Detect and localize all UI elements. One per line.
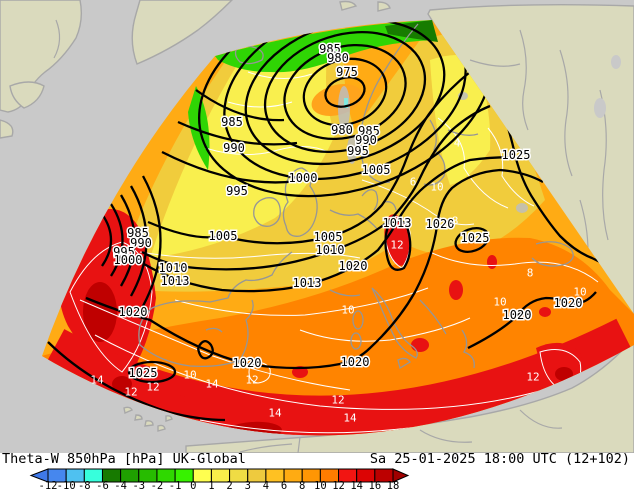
colorbar-tick-label: 2 [226,480,232,490]
colorbar-area: -12 -10 -8 -6 -4 -3 -2 -1 0 1 2 3 4 6 8 10 12 14 16 18 [0,466,634,492]
isobar-label: 985 [358,124,380,138]
isobar-label: 985 [319,42,341,56]
isobar-label: 1013 [383,216,412,230]
thetaw-label: 8 [452,215,459,228]
thetaw-label: 10 [493,296,506,309]
isobar-label: 990 [223,141,245,155]
colorbar-tick-label: -2 [151,480,164,490]
colorbar-tick-label: 14 [350,480,363,490]
canary-islands [123,406,173,432]
footer: Theta-W 850hPa [hPa] UK-Global Sa 25-01-… [0,451,634,467]
colorbar-tick-label: 8 [299,480,305,490]
thetaw-label: 10 [430,181,443,194]
isobar-label: 1013 [293,276,322,290]
colorbar-tick-label: -8 [78,480,91,490]
isobar-label: 995 [347,144,369,158]
thetaw-label: 4 [454,137,461,150]
colorbar-tick-label: -1 [169,480,182,490]
colorbar: -12 -10 -8 -6 -4 -3 -2 -1 0 1 2 3 4 6 8 10 12 14 16 18 [29,468,410,492]
chart-timestamp: Sa 25-01-2025 18:00 UTC (12+102) [369,451,630,467]
colorbar-tick-label: -12 [39,480,58,490]
colorbar-tick-label: 12 [332,480,345,490]
colorbar-tick-label: 10 [314,480,327,490]
thetaw-label: 12 [526,371,539,384]
colorbar-tick-label: 4 [263,480,269,490]
isobar-label: 1020 [503,308,532,322]
thetaw-label: 10 [341,304,354,317]
isobar-label: 1020 [233,356,262,370]
isobar-label: 1020 [119,305,148,319]
isobar-label: 990 [355,133,377,147]
colorbar-tick-label: 6 [281,480,287,490]
isobar-label: 1025 [129,366,158,380]
colorbar-tick-label: -10 [57,480,76,490]
isobar-label: 1000 [289,171,318,185]
thetaw-label: 10 [573,286,586,299]
isobar-label: 975 [336,65,358,79]
isobar-label: 995 [113,245,135,259]
isobar-label: 1020 [339,259,368,273]
isobar-label: 980 [327,51,349,65]
outside-lakes [594,55,621,118]
colorbar-segment [374,468,394,483]
thetaw-label: 10 [183,369,196,382]
colorbar-tick-label: 16 [369,480,382,490]
land-labrador [9,81,45,109]
thetaw-label: 12 [390,239,403,252]
colorbar-tick-label: 1 [208,480,214,490]
chart-title: Theta-W 850hPa [hPa] UK-Global [2,451,246,467]
isobar-label: 1025 [461,231,490,245]
thetaw-label: 12 [245,374,258,387]
colorbar-tick-label: -4 [114,480,127,490]
glacier-specks [337,66,353,132]
isobar-label: 985 [221,115,243,129]
colorbar-tick-label: -6 [96,480,109,490]
land-svalbard-2 [377,1,391,12]
isobar-label: 1005 [362,163,391,177]
land-svalbard [339,0,358,11]
land-greenland [131,0,233,65]
isobar-label: 980 [331,123,353,137]
colorbar-tick-label: 18 [387,480,400,490]
coastlines [138,23,574,370]
land-island-left [0,119,14,139]
colorbar-tick-label: 0 [190,480,196,490]
thetaw-label: 14 [205,378,219,391]
thetaw-label: 14 [268,407,282,420]
isobar-label: 1025 [502,148,531,162]
map-area: 985 990 995 1000 985 980 975 980 985 990 995 1005 98… [0,0,634,454]
thetaw-label: 6 [410,176,417,189]
isobar-label: 1005 [209,229,238,243]
isobar-label: 1020 [341,355,370,369]
isobar-label: 1005 [314,230,343,244]
thetaw-label: 12 [146,381,159,394]
thetaw-label: 8 [527,267,534,280]
thetaw-label: 12 [331,394,344,407]
isobar-label: 990 [130,236,152,250]
isobar-label: 1010 [316,243,345,257]
thetaw-label: 14 [90,374,104,387]
thetaw-label: 12 [124,386,137,399]
isobar-label: 985 [127,226,149,240]
isobar-label: 995 [226,184,248,198]
isobar-label: 1013 [161,274,190,288]
isobar-label: 1020 [554,296,583,310]
isobar-lines [47,20,601,422]
colorbar-tick-label: 3 [245,480,251,490]
isobar-label: 1010 [159,261,188,275]
isobar-label: 1000 [114,253,143,267]
isobar-label: 1020 [426,217,455,231]
thetaw-label: 14 [343,412,357,425]
data-region [42,20,634,436]
land-africa [185,336,634,454]
colorbar-tick-label: -3 [132,480,145,490]
